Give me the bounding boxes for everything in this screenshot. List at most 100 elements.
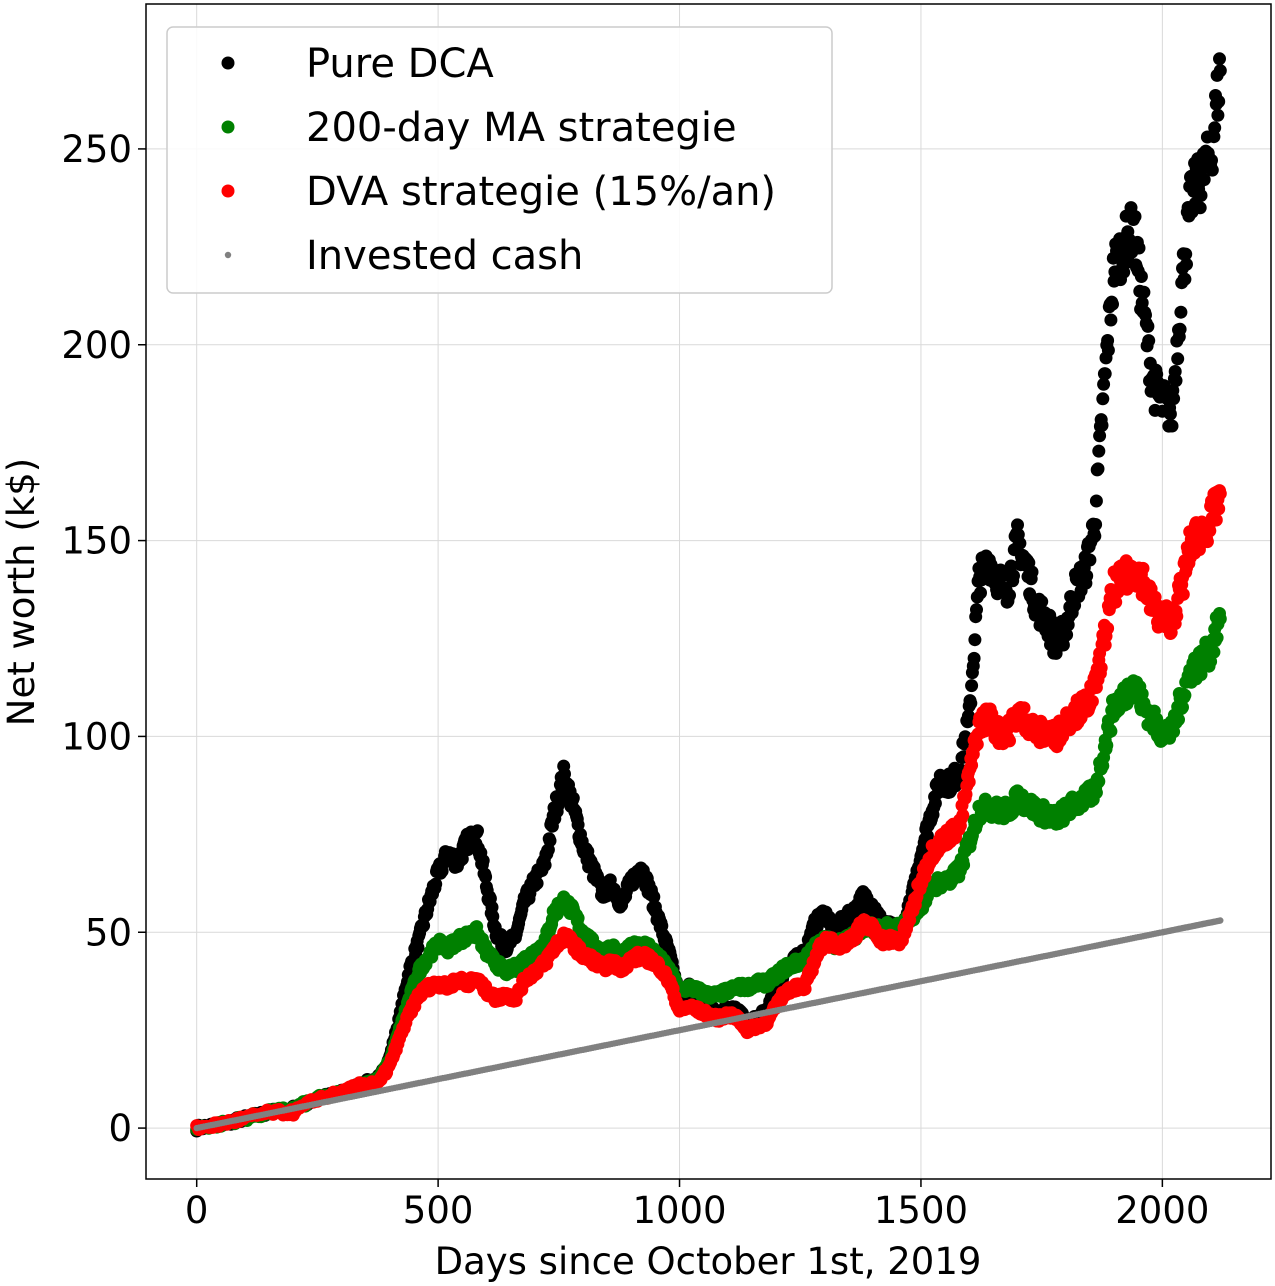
data-point: [1213, 64, 1227, 78]
x-tick-label: 1500: [874, 1189, 968, 1232]
data-point: [1104, 724, 1118, 738]
data-point: [920, 829, 934, 843]
data-point: [476, 854, 490, 868]
data-point: [1169, 374, 1183, 388]
data-point: [571, 911, 585, 925]
data-point: [970, 603, 983, 617]
y-tick-label: 0: [108, 1107, 132, 1150]
legend-label: Pure DCA: [306, 41, 494, 87]
data-point: [1117, 265, 1131, 279]
data-point: [1194, 189, 1208, 202]
data-point: [1211, 108, 1225, 122]
data-point: [1176, 587, 1190, 601]
data-point: [1089, 518, 1103, 531]
legend-marker: [221, 184, 235, 198]
data-point: [1197, 173, 1211, 187]
data-point: [1003, 734, 1016, 748]
data-point: [1089, 494, 1103, 508]
data-point: [1178, 688, 1192, 702]
data-point: [1101, 621, 1115, 635]
data-point: [1180, 257, 1193, 271]
legend-marker: [221, 120, 235, 134]
data-point: [1165, 419, 1179, 433]
data-point: [538, 858, 552, 872]
data-point: [1092, 444, 1106, 458]
data-point: [1092, 774, 1106, 788]
data-point: [961, 709, 975, 723]
data-point: [1213, 52, 1226, 66]
data-point: [1217, 917, 1224, 924]
legend-label: Invested cash: [306, 233, 583, 279]
data-point: [1128, 210, 1142, 223]
legend-label: 200-day MA strategie: [306, 105, 737, 151]
data-point: [974, 586, 987, 600]
data-point: [1100, 738, 1114, 752]
data-point: [1088, 529, 1102, 543]
data-point: [1142, 334, 1156, 348]
data-point: [1085, 694, 1099, 708]
data-point: [1171, 352, 1185, 366]
data-point: [1212, 502, 1226, 516]
data-point: [1167, 392, 1181, 406]
data-point: [1094, 661, 1108, 675]
legend-label: DVA strategie (15%/an): [306, 169, 776, 215]
series-4: [193, 917, 1224, 1132]
x-axis-label: Days since October 1st, 2019: [435, 1240, 982, 1283]
data-point: [1208, 121, 1222, 135]
data-point: [1080, 569, 1094, 583]
data-point: [1011, 518, 1024, 532]
y-tick-label: 250: [61, 128, 132, 171]
legend: Pure DCA 200-day MA strategie DVA strategi…: [166, 26, 833, 294]
data-point: [1193, 201, 1207, 215]
data-point: [928, 796, 942, 810]
data-point: [1089, 786, 1103, 800]
data-point: [429, 877, 443, 891]
data-point: [1007, 569, 1020, 583]
data-point: [1104, 313, 1118, 327]
data-point: [1035, 595, 1049, 609]
data-point: [1203, 524, 1217, 538]
data-point: [647, 890, 661, 904]
data-point: [1194, 668, 1208, 682]
data-point: [1172, 713, 1185, 727]
data-point: [1098, 367, 1112, 381]
data-point: [1178, 272, 1192, 286]
data-point: [957, 858, 971, 872]
data-point: [1213, 612, 1227, 626]
data-point: [1096, 392, 1110, 406]
data-point: [485, 900, 499, 914]
x-tick-label: 0: [185, 1189, 209, 1232]
x-tick-label: 2000: [1115, 1189, 1209, 1232]
data-point: [543, 834, 557, 848]
data-point: [1170, 609, 1184, 623]
y-tick-label: 50: [85, 911, 132, 954]
data-point: [1003, 588, 1016, 602]
data-point: [962, 775, 976, 789]
y-tick-label: 100: [61, 715, 132, 758]
data-point: [1213, 487, 1227, 501]
data-point: [1163, 407, 1177, 421]
x-tick-label: 500: [403, 1189, 474, 1232]
data-point: [1091, 462, 1105, 476]
data-point: [479, 870, 493, 884]
data-point: [411, 941, 425, 955]
data-point: [1150, 712, 1164, 726]
data-point: [965, 679, 979, 693]
data-point: [1101, 343, 1115, 357]
series-2: [190, 607, 1227, 1136]
legend-marker: [224, 251, 232, 259]
series-layer: [190, 52, 1227, 1138]
data-point: [956, 808, 970, 822]
data-point: [964, 696, 978, 710]
series-3: [190, 484, 1227, 1136]
data-point: [1101, 334, 1115, 347]
x-tick-label: 1000: [632, 1189, 726, 1232]
data-point: [965, 758, 979, 772]
data-point: [1141, 319, 1155, 333]
legend-marker: [221, 56, 235, 70]
data-point: [1179, 247, 1193, 261]
data-point: [1083, 553, 1097, 567]
y-axis-label: Net worth (k$): [0, 458, 43, 726]
data-point: [1013, 536, 1027, 550]
